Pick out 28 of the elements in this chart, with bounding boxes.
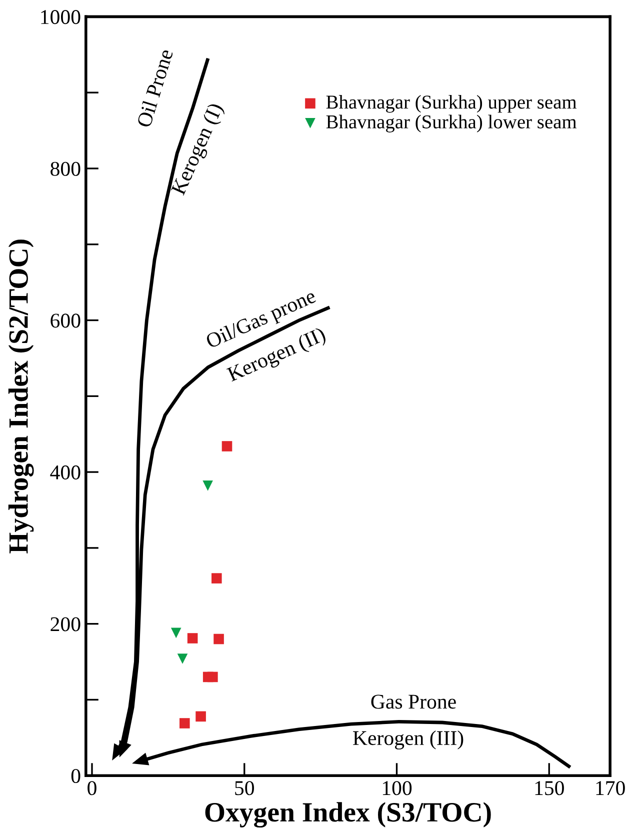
y-tick-label: 200: [50, 617, 80, 632]
y-tick-label: 800: [50, 162, 80, 176]
legend-label: Bhavnagar (Surkha) lower seam: [326, 114, 577, 132]
y-tick-label: 600: [50, 314, 80, 328]
point: [196, 711, 206, 722]
annotation: Oil Prone: [136, 48, 174, 128]
annotation: Gas Prone: [371, 694, 456, 709]
x-axis-title: Oxygen Index (S3/TOC): [205, 802, 491, 828]
point: [170, 628, 182, 638]
y-axis-title: Hydrogen Index (S2/TOC): [8, 240, 34, 554]
y-tick-label: 0: [71, 768, 80, 784]
x-tick-label: 100: [382, 781, 412, 796]
point: [211, 573, 222, 584]
legend-label: Bhavnagar (Surkha) upper seam: [326, 95, 577, 113]
x-tick-label: 150: [535, 781, 564, 796]
x-tick-label: 0: [88, 781, 96, 796]
point: [179, 718, 190, 728]
point: [187, 633, 198, 644]
y-tick-label: 400: [50, 465, 80, 480]
annotation: Kerogen (III): [353, 730, 464, 750]
x-tick-label: 170: [596, 781, 625, 796]
point: [177, 654, 188, 664]
point: [222, 441, 232, 452]
point: [208, 672, 218, 682]
point: [214, 634, 224, 644]
x-tick-label: 50: [235, 781, 254, 796]
point: [202, 480, 213, 491]
y-tick-label: 1000: [41, 10, 80, 24]
